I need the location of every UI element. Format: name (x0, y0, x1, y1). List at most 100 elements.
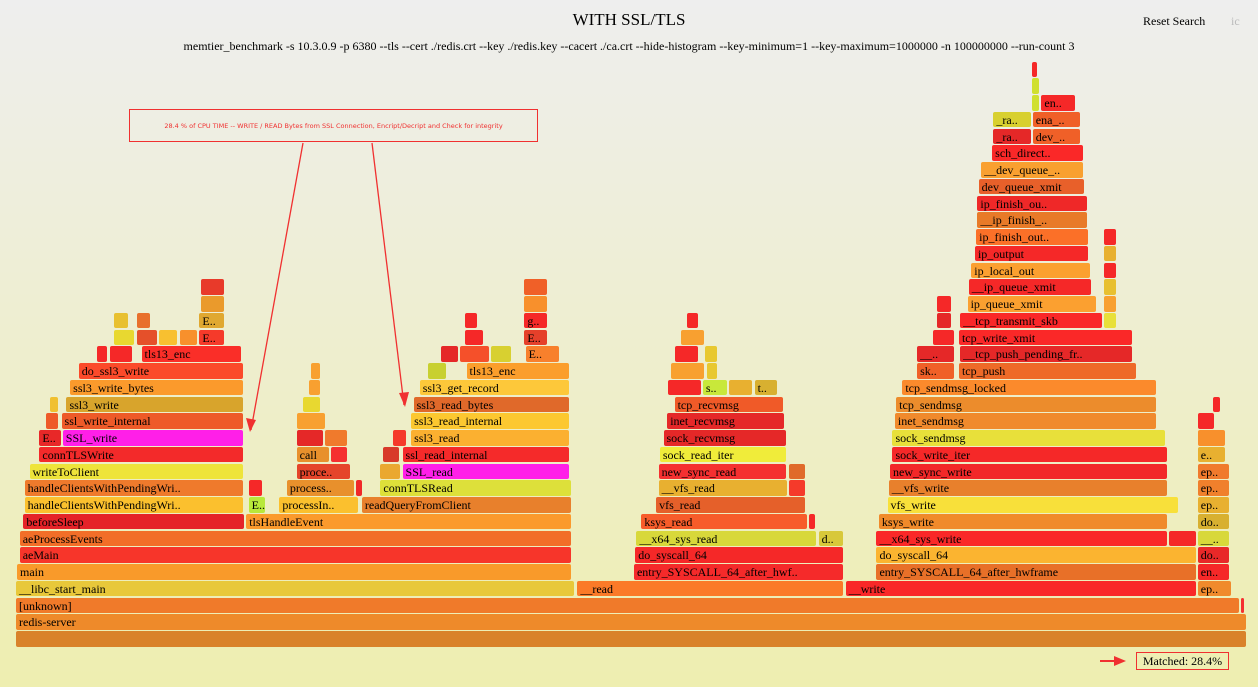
frame[interactable] (1104, 312, 1116, 329)
frame[interactable]: d.. (818, 530, 844, 546)
frame[interactable] (296, 413, 326, 429)
frame[interactable] (1104, 229, 1116, 245)
frame[interactable]: do.. (1197, 513, 1229, 530)
frame[interactable]: ssl3_read (411, 430, 569, 446)
frame[interactable] (491, 346, 512, 362)
frame[interactable]: handleClientsWithPendingWri.. (24, 480, 243, 496)
frame[interactable] (465, 329, 483, 345)
frame[interactable]: tls13_enc (141, 346, 242, 362)
frame[interactable]: tcp_sendmsg_locked (902, 379, 1157, 396)
frame[interactable] (114, 329, 135, 345)
frame[interactable] (936, 312, 951, 329)
frame[interactable] (1197, 413, 1214, 429)
frame[interactable] (1031, 78, 1040, 94)
frame[interactable]: __read (577, 580, 844, 597)
frame[interactable]: ip_output (974, 245, 1089, 262)
frame[interactable] (674, 346, 699, 362)
frame[interactable] (136, 329, 157, 345)
frame[interactable] (706, 363, 717, 379)
frame[interactable] (465, 312, 477, 329)
frame[interactable]: E.. (525, 346, 560, 362)
frame[interactable]: proce.. (296, 463, 350, 479)
frame[interactable]: ssl3_write_bytes (70, 379, 243, 396)
frame[interactable]: dev_queue_xmit (978, 178, 1084, 195)
frame[interactable]: new_sync_read (658, 463, 786, 479)
frame[interactable] (311, 363, 321, 379)
frame[interactable]: E.. (39, 430, 61, 446)
frame[interactable]: handleClientsWithPendingWri.. (24, 497, 243, 513)
frame[interactable]: aeProcessEvents (19, 530, 572, 546)
frame[interactable]: g.. (524, 312, 547, 329)
frame[interactable]: ksys_write (878, 513, 1168, 530)
frame[interactable]: ip_finish_ou.. (977, 195, 1088, 211)
reset-search-button[interactable]: Reset Search (1143, 14, 1206, 28)
frame[interactable] (686, 312, 699, 329)
frame[interactable]: t.. (754, 379, 777, 396)
frame[interactable]: tcp_push (958, 363, 1137, 379)
ignore-case-toggle[interactable]: ic (1231, 14, 1240, 28)
frame[interactable]: tcp_sendmsg (896, 396, 1157, 412)
frame[interactable] (380, 463, 401, 479)
frame[interactable]: E.. (199, 312, 225, 329)
frame[interactable] (1104, 245, 1116, 262)
frame[interactable] (789, 480, 806, 496)
frame[interactable]: ssl3_write (66, 396, 243, 412)
frame[interactable]: ip_finish_out.. (976, 229, 1089, 245)
frame[interactable] (179, 329, 198, 345)
frame[interactable]: __vfs_write (888, 480, 1168, 496)
frame[interactable]: __x64_sys_write (876, 530, 1168, 546)
frame[interactable] (136, 312, 151, 329)
frame[interactable] (1104, 279, 1116, 295)
frame[interactable] (670, 363, 705, 379)
frame[interactable]: ksys_read (641, 513, 807, 530)
frame[interactable]: __libc_start_main (16, 580, 574, 597)
frame[interactable] (109, 346, 132, 362)
frame[interactable] (705, 346, 717, 362)
frame[interactable]: writeToClient (29, 463, 243, 479)
frame[interactable]: ssl_read_internal (402, 446, 569, 463)
frame[interactable] (45, 413, 59, 429)
frame[interactable]: vfs_read (656, 497, 806, 513)
frame[interactable]: __dev_queue_.. (981, 162, 1084, 178)
frame[interactable]: ssl3_read_internal (411, 413, 569, 429)
frame[interactable]: aeMain (19, 547, 572, 563)
frame[interactable]: do_syscall_64 (876, 547, 1196, 563)
frame[interactable]: ep.. (1197, 497, 1229, 513)
frame[interactable] (296, 430, 323, 446)
frame[interactable] (1212, 396, 1221, 412)
frame[interactable]: redis-server (16, 614, 1246, 630)
frame[interactable]: e.. (1197, 446, 1226, 463)
frame[interactable]: ena_.. (1032, 111, 1080, 128)
frame[interactable] (200, 296, 225, 312)
frame[interactable]: ip_local_out (971, 262, 1090, 278)
frame[interactable]: process.. (286, 480, 354, 496)
frame[interactable] (248, 480, 263, 496)
frame[interactable]: __.. (1197, 530, 1229, 546)
frame[interactable] (524, 279, 547, 295)
frame[interactable]: dev_.. (1032, 128, 1080, 144)
frame[interactable]: ep.. (1197, 480, 1229, 496)
frame[interactable]: ip_queue_xmit (967, 296, 1096, 312)
frame[interactable] (16, 631, 1246, 647)
frame[interactable] (1169, 530, 1196, 546)
frame[interactable]: connTLSWrite (39, 446, 243, 463)
frame[interactable] (1031, 61, 1037, 77)
frame[interactable]: beforeSleep (23, 513, 244, 530)
frame[interactable] (1104, 262, 1116, 278)
frame[interactable]: do_ssl3_write (78, 363, 243, 379)
frame[interactable]: __tcp_push_pending_fr.. (960, 346, 1132, 362)
frame[interactable]: new_sync_write (890, 463, 1168, 479)
frame[interactable] (789, 463, 806, 479)
frame[interactable] (668, 379, 701, 396)
frame[interactable]: _ra.. (993, 128, 1031, 144)
frame[interactable]: vfs_write (887, 497, 1179, 513)
frame[interactable]: tlsHandleEvent (246, 513, 572, 530)
frame[interactable] (728, 379, 753, 396)
frame[interactable]: E.. (524, 329, 547, 345)
frame[interactable]: inet_recvmsg (667, 413, 785, 429)
frame[interactable]: en.. (1197, 564, 1229, 580)
frame[interactable] (382, 446, 400, 463)
frame[interactable]: inet_sendmsg (894, 413, 1157, 429)
frame[interactable]: sock_write_iter (892, 446, 1168, 463)
frame[interactable] (524, 296, 547, 312)
